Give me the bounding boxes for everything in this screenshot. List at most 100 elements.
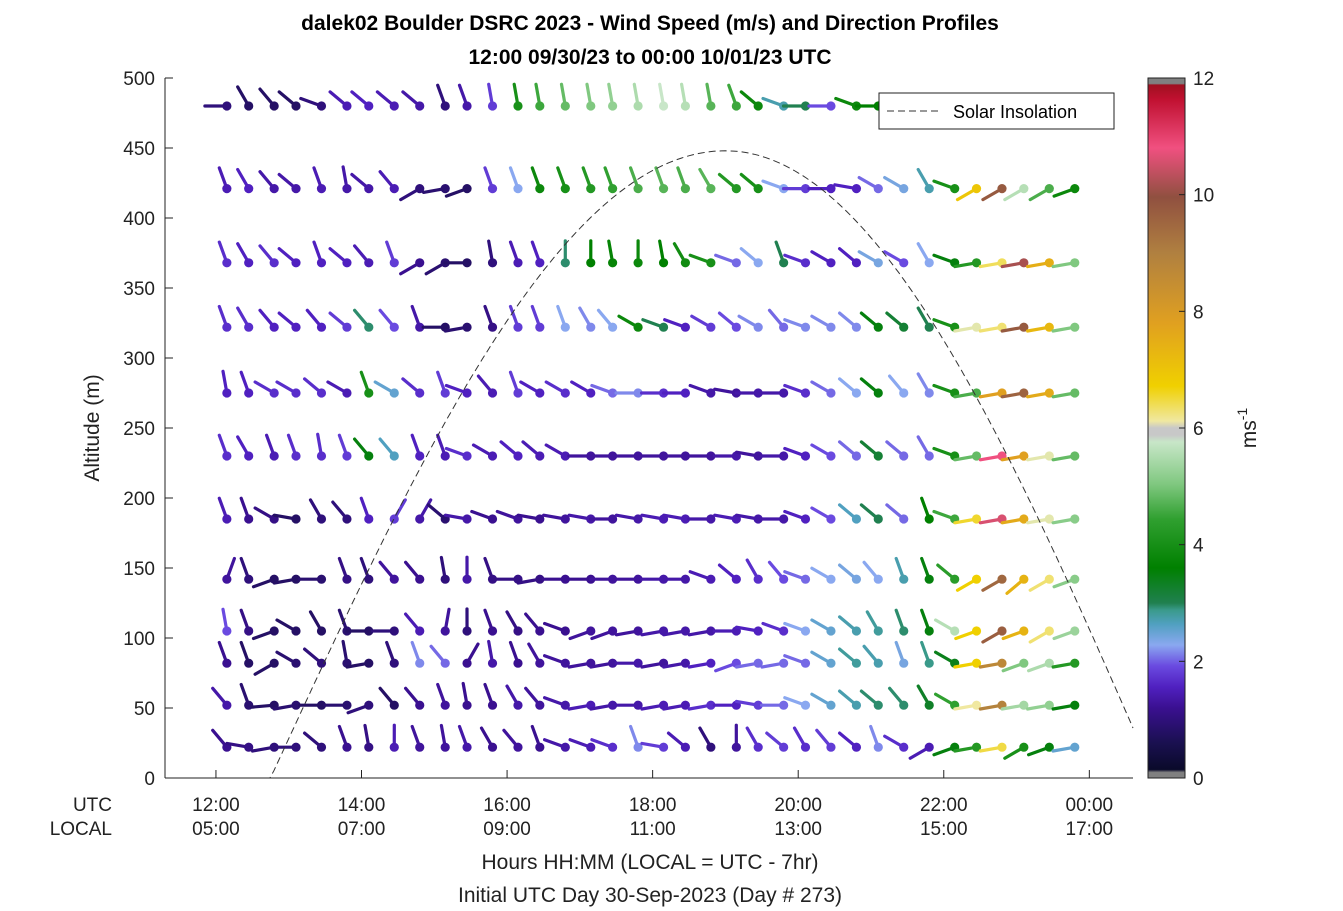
wind-barb-dot <box>535 322 545 332</box>
wind-barb-dot <box>586 626 596 636</box>
utc-row-label: UTC <box>73 795 112 816</box>
wind-barb-dot <box>1044 322 1054 332</box>
wind-barb-dot <box>389 451 399 461</box>
wind-barb <box>883 734 909 752</box>
wind-barb <box>217 640 232 668</box>
wind-barb <box>781 184 811 194</box>
wind-barb-dot <box>291 700 301 710</box>
wind-barb-dot <box>269 626 279 636</box>
wind-barb <box>350 90 374 111</box>
wind-barb-dot <box>899 574 909 584</box>
wind-barb <box>443 513 472 524</box>
wind-barb-dot <box>1070 258 1080 268</box>
wind-barb <box>373 380 399 398</box>
wind-barb-dot <box>513 451 523 461</box>
wind-barb <box>857 250 883 268</box>
wind-barb <box>277 172 301 194</box>
wind-barb-dot <box>560 258 570 268</box>
wind-barb-dot <box>244 658 254 668</box>
wind-barb-dot <box>586 258 596 268</box>
wind-barb <box>807 101 836 111</box>
colorbar-label: ms-1 <box>1234 408 1261 449</box>
wind-barb <box>236 306 254 332</box>
wind-barb-dot <box>342 451 352 461</box>
wind-barb-dot <box>1019 258 1029 268</box>
wind-barb <box>688 383 716 398</box>
wind-barb-dot <box>560 514 570 524</box>
wind-barb-dot <box>316 451 327 461</box>
wind-barb <box>487 639 498 668</box>
wind-barb <box>286 433 301 461</box>
wind-barb-dot <box>513 258 523 268</box>
wind-barb-dot <box>316 514 327 524</box>
wind-barb <box>1028 626 1054 644</box>
wind-barb-dot <box>535 574 545 584</box>
wind-barb <box>590 738 618 752</box>
wind-barb-dot <box>800 574 811 584</box>
wind-barb-dot <box>364 574 374 584</box>
wind-barb <box>953 388 982 399</box>
wind-barb-dot <box>462 258 472 268</box>
wind-barb <box>239 370 254 398</box>
wind-barb-dot <box>633 258 643 268</box>
wind-barb-dot <box>513 658 523 668</box>
wind-barb-dot <box>924 742 934 752</box>
wind-barb-dot <box>706 451 716 461</box>
wind-barb-dot <box>779 322 789 332</box>
wind-barb-dot <box>971 322 982 332</box>
wind-barb <box>781 101 811 111</box>
wind-barb-dot <box>316 388 327 398</box>
wind-barb-dot <box>513 322 523 332</box>
wind-barb-dot <box>244 574 254 584</box>
wind-barb-dot <box>269 451 279 461</box>
wind-barb <box>614 574 643 584</box>
wind-barb <box>783 318 811 332</box>
wind-barb <box>810 650 836 668</box>
wind-barb-dot <box>1070 322 1080 332</box>
wind-barb <box>761 621 789 636</box>
wind-barb <box>436 83 450 111</box>
wind-barb <box>236 242 254 268</box>
wind-barb-dot <box>800 101 811 111</box>
wind-barb-dot <box>826 184 836 194</box>
wind-barb-dot <box>899 700 909 710</box>
wind-barb <box>542 621 570 636</box>
wind-barb <box>731 723 741 752</box>
wind-barb <box>378 686 399 710</box>
wind-barb-dot <box>924 700 934 710</box>
wind-barb-dot <box>1070 742 1080 752</box>
wind-barb <box>603 166 618 194</box>
wind-barb <box>359 370 374 398</box>
wind-barb <box>277 90 301 111</box>
wind-barb-dot <box>1044 658 1054 668</box>
wind-barb <box>1000 700 1029 711</box>
wind-barb <box>483 304 498 332</box>
wind-barb-dot <box>487 658 498 668</box>
wind-barb-dot <box>389 184 399 194</box>
wind-barb-dot <box>222 101 232 111</box>
wind-barb-dot <box>633 574 643 584</box>
wind-barb-dot <box>608 451 618 461</box>
wind-barb <box>687 626 716 637</box>
wind-barb <box>767 308 789 332</box>
wind-barb <box>439 723 450 752</box>
wind-barb-dot <box>753 574 763 584</box>
wind-barb <box>303 377 327 398</box>
wind-barb-dot <box>244 184 254 194</box>
wind-barb <box>588 574 618 584</box>
wind-barb-dot <box>658 184 669 194</box>
wind-barb <box>375 90 399 111</box>
wind-barb-dot <box>342 258 352 268</box>
wind-barb-dot <box>680 322 690 332</box>
wind-barb-dot <box>633 626 643 636</box>
wind-barb-dot <box>680 742 690 752</box>
wind-barb-dot <box>316 658 327 668</box>
wind-barb-dot <box>826 574 836 584</box>
wind-barb-dot <box>440 700 450 710</box>
wind-barb <box>337 556 352 584</box>
wind-barb-dot <box>753 700 763 710</box>
wind-barb-dot <box>779 514 789 524</box>
wind-barb-dot <box>364 658 374 668</box>
wind-barb-dot <box>899 258 909 268</box>
wind-barb <box>410 640 425 668</box>
